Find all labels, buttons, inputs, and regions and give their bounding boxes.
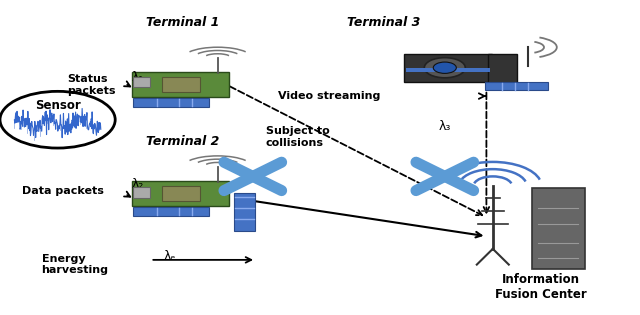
Text: λ₃: λ₃: [438, 119, 451, 133]
FancyBboxPatch shape: [132, 181, 229, 206]
Text: Status
packets: Status packets: [67, 74, 116, 96]
Text: λₑ: λₑ: [163, 250, 176, 263]
Text: λ₁: λ₁: [131, 71, 144, 84]
FancyBboxPatch shape: [406, 68, 490, 72]
FancyBboxPatch shape: [133, 207, 209, 216]
Text: λ₂: λ₂: [131, 178, 144, 191]
Text: Subject to
collisions: Subject to collisions: [266, 126, 330, 148]
FancyBboxPatch shape: [162, 186, 200, 201]
FancyBboxPatch shape: [133, 77, 150, 87]
Circle shape: [424, 58, 465, 78]
Circle shape: [0, 91, 115, 148]
Text: Information
Fusion Center: Information Fusion Center: [495, 273, 587, 301]
FancyBboxPatch shape: [485, 82, 548, 90]
FancyBboxPatch shape: [162, 77, 200, 92]
Text: Terminal 3: Terminal 3: [348, 15, 420, 29]
Text: Terminal 2: Terminal 2: [146, 135, 219, 148]
FancyBboxPatch shape: [532, 188, 585, 269]
FancyBboxPatch shape: [133, 187, 150, 198]
FancyBboxPatch shape: [234, 193, 255, 231]
Text: Video streaming: Video streaming: [278, 91, 381, 101]
Text: Sensor: Sensor: [35, 99, 81, 112]
Text: Energy
harvesting: Energy harvesting: [42, 254, 109, 275]
Text: Terminal 1: Terminal 1: [146, 15, 219, 29]
FancyBboxPatch shape: [133, 98, 209, 107]
Text: Data packets: Data packets: [22, 186, 104, 196]
FancyBboxPatch shape: [132, 72, 229, 97]
Circle shape: [433, 62, 456, 73]
FancyBboxPatch shape: [488, 54, 517, 89]
FancyBboxPatch shape: [404, 54, 492, 82]
